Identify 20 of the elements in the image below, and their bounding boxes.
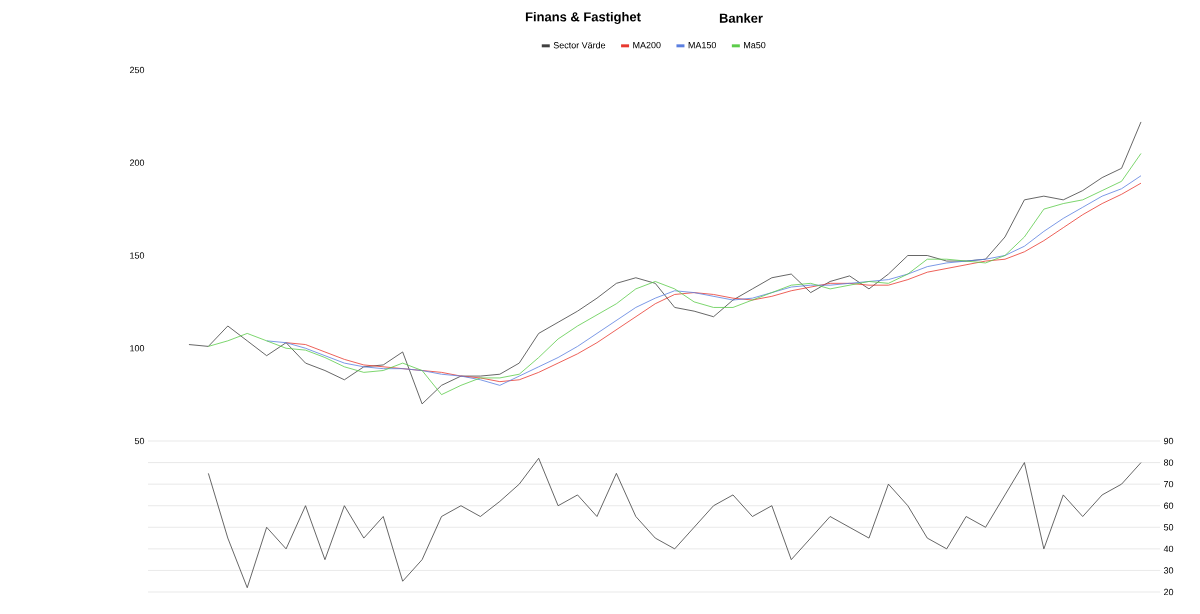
y-tick-label: 70: [1164, 480, 1174, 488]
y-tick-label: 250: [129, 66, 145, 74]
line-series: [188, 121, 1142, 405]
legend-label: MA200: [633, 41, 661, 49]
y-tick-label: 40: [1163, 545, 1174, 553]
chart-subtitle: Banker: [719, 13, 763, 23]
y-tick-label: 90: [1163, 437, 1174, 445]
y-tick-label: 50: [134, 437, 145, 445]
y-tick-label: 150: [130, 252, 145, 259]
legend-label: Sector Värde: [553, 41, 606, 49]
y-tick-label: 80: [1163, 459, 1174, 466]
y-tick-label: 20: [1164, 588, 1174, 596]
y-tick-label: 60: [1164, 502, 1174, 509]
chart-title: Finans & Fastighet: [525, 11, 641, 25]
y-tick-label: 50: [1163, 524, 1174, 531]
legend-label: Ma50: [744, 41, 766, 49]
y-tick-label: 100: [130, 345, 145, 352]
legend-label: MA150: [688, 41, 717, 49]
y-tick-label: 30: [1163, 567, 1174, 574]
y-tick-label: 200: [129, 159, 145, 166]
